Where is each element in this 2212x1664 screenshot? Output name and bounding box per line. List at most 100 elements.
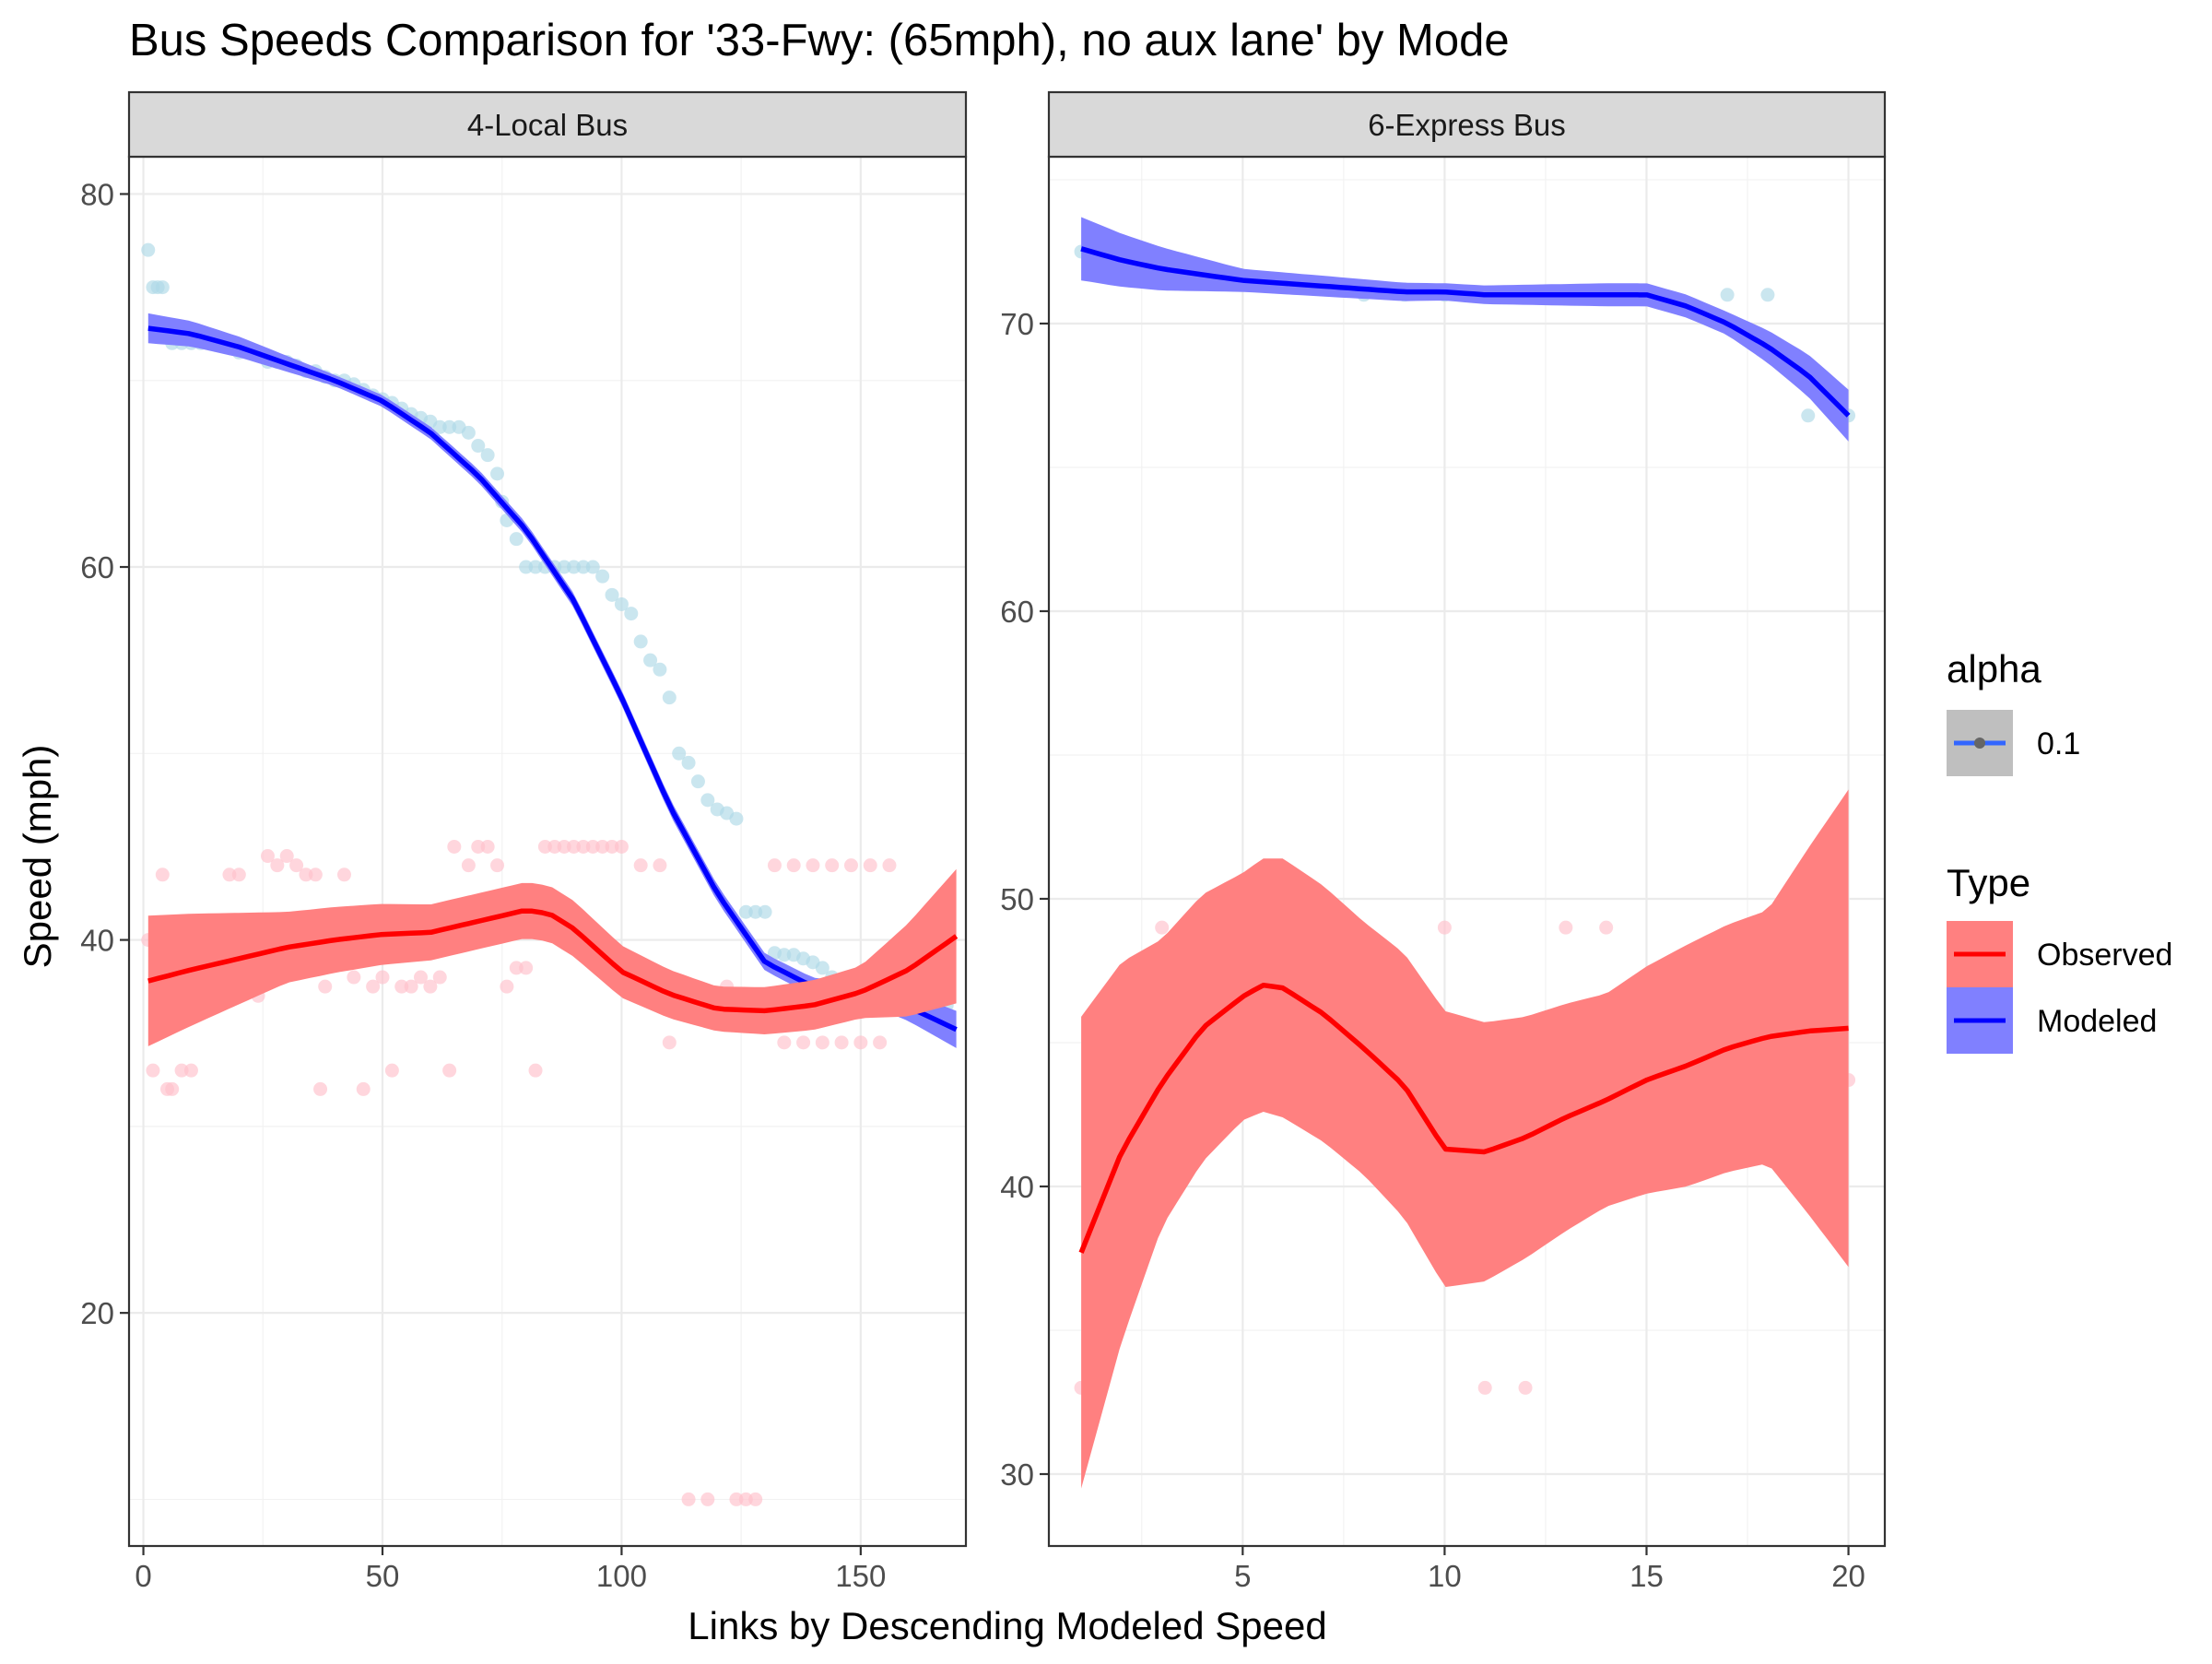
data-point-observed [585, 839, 600, 854]
panel-data [141, 242, 959, 1506]
data-point-modeled [585, 560, 600, 574]
data-point-modeled [519, 560, 534, 574]
data-point-observed [414, 970, 429, 985]
data-point-observed [471, 839, 486, 854]
x-axis-title: Links by Descending Modeled Speed [688, 1604, 1326, 1647]
x-tick-label: 50 [366, 1559, 400, 1593]
y-tick-label: 60 [1000, 595, 1034, 629]
data-point-modeled [1801, 408, 1816, 423]
data-point-observed [557, 839, 571, 854]
x-tick-label: 0 [135, 1559, 151, 1593]
data-point-modeled [595, 569, 610, 584]
data-point-observed [461, 858, 476, 873]
data-point-modeled [700, 793, 715, 808]
data-point-observed [270, 858, 285, 873]
data-point-modeled [815, 961, 830, 975]
data-point-observed [366, 979, 381, 994]
y-tick-label: 30 [1000, 1457, 1034, 1492]
data-point-observed [1437, 920, 1452, 935]
data-point-modeled [605, 587, 619, 602]
data-point-modeled [662, 690, 677, 705]
data-point-observed [853, 1035, 868, 1050]
facet-strip [127, 90, 968, 159]
legend-key-point-alpha [1974, 738, 1985, 749]
facet-strip-label: 6-Express Bus [1368, 108, 1566, 142]
data-point-observed [336, 867, 351, 882]
panel-data [1074, 217, 1856, 1489]
data-point-observed [174, 1063, 189, 1078]
data-point-observed [222, 867, 237, 882]
smooth-line-modeled [1080, 246, 1851, 418]
data-point-observed [547, 839, 562, 854]
data-point-observed [480, 839, 495, 854]
data-point-observed [308, 867, 323, 882]
data-point-modeled [432, 419, 447, 434]
data-point-observed [279, 849, 294, 864]
x-tick-label: 150 [835, 1559, 886, 1593]
data-point-observed [394, 979, 409, 994]
data-point-observed [681, 1492, 696, 1506]
data-point-observed [834, 1035, 849, 1050]
y-tick-label: 40 [80, 924, 114, 958]
confidence-band-observed [147, 868, 957, 1046]
data-point-modeled [490, 466, 505, 481]
data-point-modeled [653, 662, 667, 677]
y-tick-label: 20 [80, 1296, 114, 1330]
data-point-observed [442, 1063, 457, 1078]
data-point-observed [633, 858, 648, 873]
data-point-modeled [567, 560, 582, 574]
data-point-modeled [141, 242, 156, 257]
data-point-modeled [1760, 288, 1775, 302]
data-point-modeled [528, 560, 543, 574]
y-tick-label: 70 [1000, 307, 1034, 341]
data-point-modeled [748, 904, 763, 919]
data-point-observed [1599, 920, 1614, 935]
data-point-modeled [777, 948, 792, 962]
data-point-observed [384, 1063, 399, 1078]
data-point-modeled [690, 774, 705, 789]
data-point-observed [729, 1492, 744, 1506]
data-point-observed [653, 858, 667, 873]
data-point-observed [882, 858, 897, 873]
data-point-observed [347, 970, 361, 985]
data-point-modeled [155, 280, 170, 295]
data-point-observed [375, 970, 390, 985]
smooth-line-observed [147, 908, 959, 1014]
legend-title-alpha: alpha [1947, 647, 2041, 690]
facet-strip-label: 4-Local Bus [467, 108, 628, 142]
data-point-modeled [624, 607, 639, 621]
data-point-observed [318, 979, 333, 994]
y-axis-title: Speed (mph) [16, 745, 59, 969]
data-point-modeled [758, 904, 772, 919]
data-point-observed [605, 839, 619, 854]
legend-title-type: Type [1947, 861, 2030, 904]
x-tick-label: 10 [1428, 1559, 1462, 1593]
confidence-band-observed [1081, 789, 1849, 1489]
data-point-observed [356, 1081, 371, 1096]
data-point-modeled [738, 904, 753, 919]
data-point-observed [165, 1081, 180, 1096]
data-point-observed [447, 839, 462, 854]
data-point-observed [519, 961, 534, 975]
data-point-observed [490, 858, 505, 873]
data-point-observed [738, 1492, 753, 1506]
data-point-observed [146, 1063, 160, 1078]
data-point-observed [825, 858, 840, 873]
panel-background [1049, 157, 1885, 1546]
data-point-modeled [557, 560, 571, 574]
data-point-modeled [480, 448, 495, 463]
data-point-observed [777, 1035, 792, 1050]
data-point-modeled [471, 439, 486, 454]
data-point-observed [1155, 920, 1170, 935]
data-point-observed [183, 1063, 198, 1078]
data-point-observed [815, 1035, 830, 1050]
data-point-observed [700, 1492, 715, 1506]
data-point-observed [155, 867, 170, 882]
data-point-modeled [633, 634, 648, 649]
data-point-modeled [729, 811, 744, 826]
legend-label-observed: Observed [2037, 938, 2172, 973]
facet-strip [1047, 90, 1887, 159]
data-point-modeled [509, 532, 524, 547]
data-point-observed [404, 979, 418, 994]
data-point-modeled [614, 596, 629, 611]
